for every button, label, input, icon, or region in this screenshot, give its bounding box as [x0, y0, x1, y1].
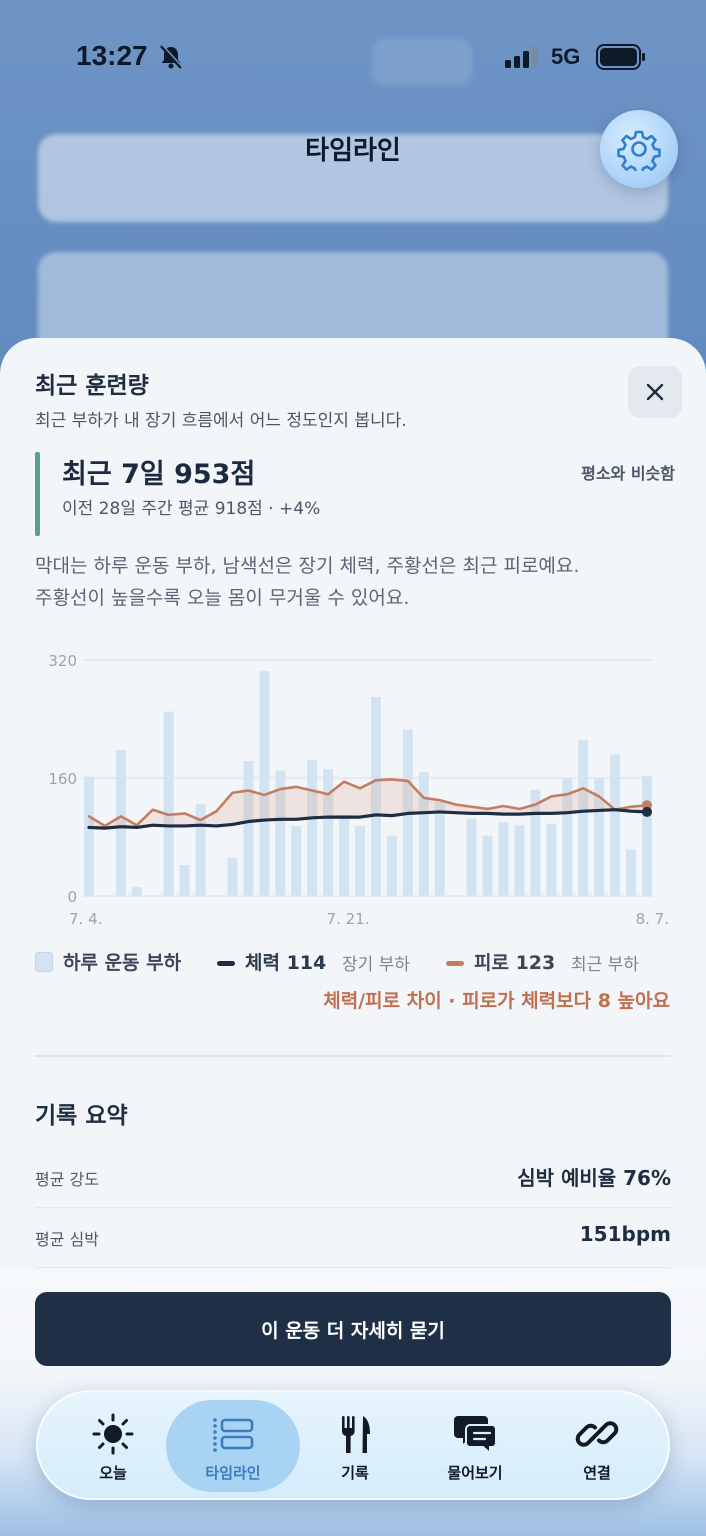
tab-timeline[interactable]: 타임라인	[166, 1400, 300, 1492]
load-bar	[482, 835, 493, 896]
summary-detail: 이전 28일 주간 평균 918점 · +4%	[62, 499, 321, 519]
fitness-fatigue-gap-note: 체력/피로 차이 · 피로가 체력보다 8 높아요	[323, 990, 670, 1012]
load-bar	[498, 822, 509, 896]
gear-icon	[617, 130, 661, 171]
load-bar	[131, 887, 142, 896]
fork-knife-icon	[342, 1416, 370, 1453]
load-bar	[355, 825, 366, 896]
fitness-line	[87, 808, 649, 830]
settings-button[interactable]	[600, 110, 678, 188]
explanation-line-2: 주황선이 높을수록 오늘 몸이 무거울 수 있어요.	[35, 587, 410, 609]
load-bar	[514, 825, 525, 896]
load-bar	[163, 711, 174, 896]
load-bar	[594, 778, 605, 896]
sheet-title: 최근 훈련량	[35, 373, 149, 399]
records-title: 기록 요약	[35, 1103, 128, 1129]
record-label: 평균 심박	[35, 1230, 99, 1249]
load-bar	[291, 825, 302, 896]
load-bar	[243, 761, 254, 896]
load-bar	[466, 818, 477, 896]
load-bar	[115, 749, 126, 896]
sun-icon	[92, 1413, 134, 1455]
summary-status: 평소와 비슷함	[581, 464, 675, 483]
legend-fatigue-label: 피로 123	[474, 952, 556, 974]
y-tick-label: 160	[48, 770, 77, 788]
legend-load-swatch	[35, 952, 53, 972]
chart-legend: 하루 운동 부하 체력 114 장기 부하 피로 123 최근 부하	[35, 948, 675, 978]
load-bar	[386, 835, 397, 896]
load-bar	[530, 789, 541, 896]
load-bar	[339, 814, 350, 896]
page-title: 타임라인	[305, 136, 401, 166]
load-bar	[610, 754, 621, 896]
fitness-end-point	[642, 806, 652, 817]
x-tick-label: 8. 7.	[636, 910, 669, 928]
close-icon	[646, 383, 664, 401]
explanation-line-1: 막대는 하루 운동 부하, 남색선은 장기 체력, 주황선은 최근 피로예요.	[35, 555, 580, 577]
summary-title: 최근 7일 953점	[62, 459, 256, 490]
background-summary-card	[38, 134, 668, 222]
legend-fatigue-swatch	[446, 961, 464, 966]
y-tick-label: 320	[48, 652, 77, 670]
tab-label: 연결	[583, 1464, 611, 1482]
load-bar	[626, 849, 637, 896]
bell-mute-icon	[160, 44, 184, 69]
record-value: 심박 예비율 76%	[517, 1166, 671, 1190]
legend-fatigue-sub: 최근 부하	[571, 955, 639, 975]
load-bar	[562, 778, 573, 896]
x-tick-label: 7. 21.	[327, 910, 370, 928]
summary-accent-bar	[35, 452, 40, 536]
load-bar	[370, 696, 381, 896]
sheet-subtitle: 최근 부하가 내 장기 흐름에서 어느 정도인지 봅니다.	[35, 411, 407, 431]
fitness-fatigue-gap-area	[89, 779, 647, 829]
legend-fitness-sub: 장기 부하	[342, 955, 410, 975]
tab-label: 오늘	[99, 1464, 127, 1482]
load-bar	[546, 823, 557, 896]
link-icon	[575, 1421, 619, 1447]
load-bar	[642, 775, 652, 896]
ask-more-button[interactable]: 이 운동 더 자세히 묻기	[35, 1292, 671, 1366]
close-button[interactable]	[628, 366, 682, 418]
load-bar	[307, 759, 318, 896]
legend-load-label: 하루 운동 부하	[63, 952, 182, 974]
legend-fitness-label: 체력 114	[245, 952, 327, 974]
tab-label: 기록	[341, 1464, 369, 1482]
tab-connect[interactable]: 연결	[530, 1400, 664, 1492]
record-label: 평균 강도	[35, 1170, 99, 1189]
record-row-heart-rate: 평균 심박 151bpm	[35, 1208, 671, 1268]
record-row-intensity: 평균 강도 심박 예비율 76%	[35, 1148, 671, 1208]
load-bar	[259, 671, 270, 896]
signal-icon	[505, 46, 538, 68]
x-tick-label: 7. 4.	[69, 910, 102, 928]
fatigue-line	[87, 778, 649, 828]
weekly-summary: 최근 7일 953점 이전 28일 주간 평균 918점 · +4% 평소와 비…	[35, 452, 675, 536]
tab-bar: 오늘 타임라인 기록	[36, 1390, 670, 1500]
tab-records[interactable]: 기록	[288, 1400, 422, 1492]
battery-icon	[596, 44, 645, 70]
network-label: 5G	[551, 44, 581, 69]
tab-today[interactable]: 오늘	[46, 1400, 180, 1492]
load-bar	[275, 770, 286, 896]
y-tick-label: 0	[67, 888, 77, 906]
load-bar	[418, 772, 429, 896]
background-pill	[372, 38, 472, 86]
section-divider	[35, 1055, 671, 1057]
load-bar	[434, 801, 445, 896]
tab-label: 타임라인	[205, 1464, 261, 1482]
training-load-chart: 0 160 320 7. 4. 7. 21. 8. 7.	[48, 652, 669, 928]
load-bar	[227, 857, 238, 896]
chart-explanation: 막대는 하루 운동 부하, 남색선은 장기 체력, 주황선은 최근 피로예요. …	[35, 550, 579, 614]
record-value: 151bpm	[579, 1222, 671, 1246]
load-bar	[179, 865, 190, 896]
load-bar	[323, 769, 334, 896]
load-bar	[578, 739, 589, 896]
chat-icon	[454, 1416, 497, 1456]
tab-ask[interactable]: 물어보기	[408, 1400, 542, 1492]
legend-fitness-swatch	[217, 961, 235, 966]
timeline-icon	[213, 1418, 254, 1452]
status-time: 13:27	[76, 40, 148, 71]
load-bar	[84, 776, 94, 896]
tab-label: 물어보기	[447, 1464, 503, 1482]
